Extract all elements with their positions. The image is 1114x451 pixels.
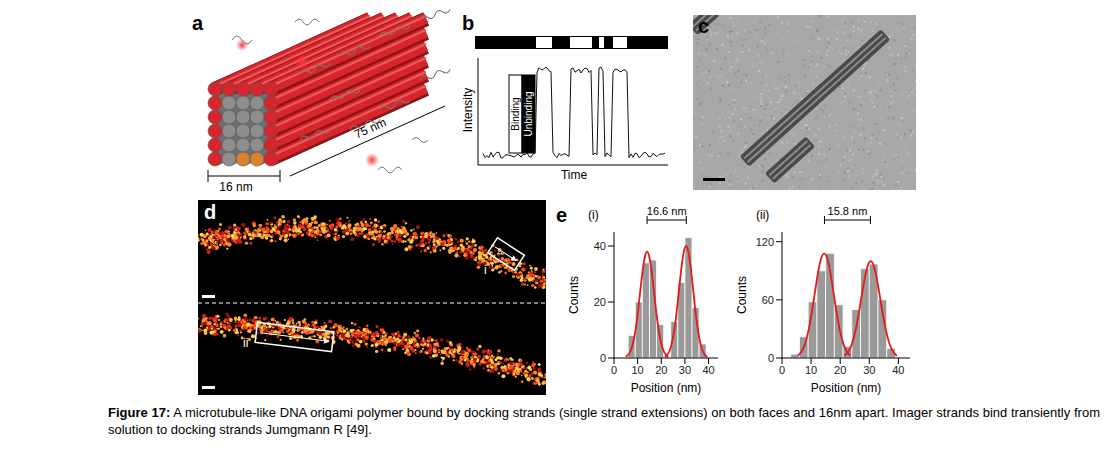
svg-text:75 nm: 75 nm [352,115,388,141]
svg-text:120: 120 [756,236,774,248]
svg-text:d: d [204,201,216,223]
svg-text:40: 40 [892,364,904,376]
svg-text:Position (nm): Position (nm) [811,381,882,395]
svg-text:c: c [698,15,709,37]
svg-text:30: 30 [679,364,691,376]
svg-text:10: 10 [632,364,644,376]
svg-text:Position (nm): Position (nm) [631,381,702,395]
svg-text:0: 0 [779,364,785,376]
svg-text:Time: Time [561,168,588,182]
svg-text:20: 20 [594,296,606,308]
svg-text:10: 10 [805,364,817,376]
svg-text:b: b [462,12,474,34]
svg-text:15.8 nm: 15.8 nm [828,205,868,217]
svg-text:Counts: Counts [567,276,581,314]
svg-text:e: e [556,204,567,226]
svg-text:20: 20 [655,364,667,376]
html-text:(ii): (ii) [756,208,770,222]
svg-text:Intensity: Intensity [461,88,475,133]
svg-text:ii: ii [243,336,248,350]
svg-text:Counts: Counts [735,276,749,314]
svg-text:0: 0 [611,364,617,376]
svg-text:i: i [484,263,487,277]
svg-text:16.6 nm: 16.6 nm [647,205,687,217]
svg-text:Binding: Binding [510,97,521,130]
svg-text:30: 30 [863,364,875,376]
html-text:(i): (i) [588,208,599,222]
svg-text:Unbinding: Unbinding [523,91,534,136]
svg-text:60: 60 [762,294,774,306]
svg-text:16 nm: 16 nm [219,180,252,194]
svg-text:0: 0 [768,352,774,364]
svg-text:0: 0 [600,352,606,364]
svg-text:40: 40 [594,240,606,252]
svg-text:40: 40 [702,364,714,376]
html-text:Figure 17: A microtubule-like: Figure 17: A microtubule-like DNA origam… [108,405,1100,437]
svg-text:a: a [192,12,204,34]
svg-text:20: 20 [834,364,846,376]
